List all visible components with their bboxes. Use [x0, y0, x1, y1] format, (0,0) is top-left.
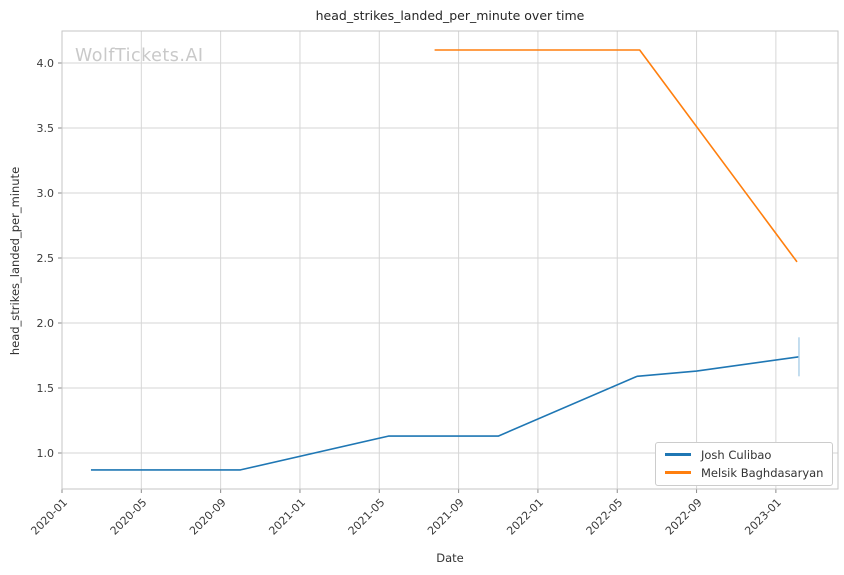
x-tick-label: 2021-01	[266, 496, 308, 538]
legend-line-swatch	[665, 453, 691, 456]
x-tick-label: 2021-05	[346, 496, 388, 538]
watermark: WolfTickets.AI	[75, 46, 204, 66]
x-tick-label: 2020-09	[187, 496, 229, 538]
x-tick-label: 2022-09	[663, 496, 705, 538]
x-axis-label: Date	[436, 551, 464, 565]
x-tick-label: 2022-01	[504, 496, 546, 538]
y-tick-label: 3.5	[37, 122, 55, 135]
y-tick-label: 2.5	[37, 252, 55, 265]
legend: Josh Culibao Melsik Baghdasaryan	[655, 442, 834, 486]
y-tick-label: 4.0	[37, 57, 55, 70]
legend-line-swatch	[665, 471, 691, 474]
x-tick-label: 2023-01	[742, 496, 784, 538]
legend-label: Melsik Baghdasaryan	[701, 465, 824, 480]
legend-item: Melsik Baghdasaryan	[665, 465, 823, 480]
chart-title: head_strikes_landed_per_minute over time	[315, 8, 585, 23]
y-axis-label: head_strikes_landed_per_minute	[8, 166, 22, 356]
x-tick-label: 2022-05	[584, 496, 626, 538]
y-tick-label: 3.0	[37, 187, 55, 200]
y-tick-label: 1.5	[37, 382, 55, 395]
legend-label: Josh Culibao	[701, 447, 772, 462]
y-tick-label: 1.0	[37, 447, 55, 460]
series-line-josh-culibao	[90, 356, 800, 471]
x-tick-label: 2021-09	[425, 496, 467, 538]
y-tick-label: 2.0	[37, 317, 55, 330]
series-line-melsik-baghdasaryan	[434, 49, 798, 263]
x-tick-label: 2020-01	[28, 496, 70, 538]
legend-item: Josh Culibao	[665, 447, 823, 462]
x-tick-label: 2020-05	[108, 496, 150, 538]
plot-border	[61, 30, 839, 490]
